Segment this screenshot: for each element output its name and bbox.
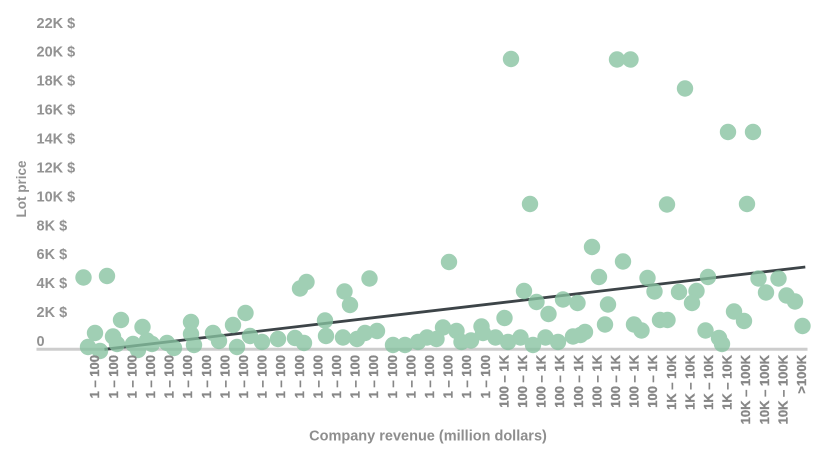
svg-text:1 – 100: 1 – 100 [124, 355, 139, 398]
svg-text:100 – 1K: 100 – 1K [515, 354, 530, 407]
svg-text:1 – 100: 1 – 100 [106, 355, 121, 398]
svg-text:10K $: 10K $ [37, 189, 76, 205]
svg-text:100 – 1K: 100 – 1K [627, 354, 642, 407]
svg-text:20K $: 20K $ [37, 45, 76, 61]
svg-text:100 – 1K: 100 – 1K [496, 354, 511, 407]
svg-text:1 – 100: 1 – 100 [199, 355, 214, 398]
svg-text:10K – 100K: 10K – 100K [775, 354, 790, 424]
svg-text:0: 0 [37, 334, 45, 350]
svg-text:100 – 1K: 100 – 1K [608, 354, 623, 407]
svg-text:8K $: 8K $ [37, 218, 68, 234]
svg-text:1 – 100: 1 – 100 [459, 355, 474, 398]
svg-text:>100K: >100K [794, 354, 809, 393]
svg-text:1 – 100: 1 – 100 [348, 355, 363, 398]
svg-text:6K $: 6K $ [37, 247, 68, 263]
svg-text:1 – 100: 1 – 100 [329, 355, 344, 398]
svg-text:10K – 100K: 10K – 100K [738, 354, 753, 424]
svg-text:1 – 100: 1 – 100 [236, 355, 251, 398]
svg-text:14K $: 14K $ [37, 132, 76, 148]
svg-text:1K – 10K: 1K – 10K [664, 354, 679, 410]
svg-text:100 – 1K: 100 – 1K [571, 354, 586, 407]
svg-text:1 – 100: 1 – 100 [162, 355, 177, 398]
svg-text:1K – 10K: 1K – 10K [682, 354, 697, 410]
svg-text:1 – 100: 1 – 100 [310, 355, 325, 398]
svg-text:1 – 100: 1 – 100 [180, 355, 195, 398]
svg-text:100 – 1K: 100 – 1K [552, 354, 567, 407]
svg-text:1 – 100: 1 – 100 [478, 355, 493, 398]
svg-text:1 – 100: 1 – 100 [422, 355, 437, 398]
svg-text:16K $: 16K $ [37, 103, 76, 119]
svg-text:1 – 100: 1 – 100 [87, 355, 102, 398]
svg-text:100 – 1K: 100 – 1K [534, 354, 549, 407]
svg-text:2K $: 2K $ [37, 305, 68, 321]
svg-text:Lot price: Lot price [14, 160, 29, 217]
svg-text:1 – 100: 1 – 100 [385, 355, 400, 398]
svg-text:18K $: 18K $ [37, 74, 76, 90]
svg-text:1K – 10K: 1K – 10K [720, 354, 735, 410]
svg-text:1 – 100: 1 – 100 [217, 355, 232, 398]
svg-text:1 – 100: 1 – 100 [273, 355, 288, 398]
svg-text:1K – 10K: 1K – 10K [701, 354, 716, 410]
svg-text:22K $: 22K $ [37, 16, 76, 32]
svg-text:Company revenue (million dolla: Company revenue (million dollars) [309, 429, 547, 445]
svg-text:10K – 100K: 10K – 100K [757, 354, 772, 424]
svg-text:1 – 100: 1 – 100 [143, 355, 158, 398]
svg-text:100 – 1K: 100 – 1K [645, 354, 660, 407]
svg-text:1 – 100: 1 – 100 [441, 355, 456, 398]
svg-text:1 – 100: 1 – 100 [366, 355, 381, 398]
svg-text:4K $: 4K $ [37, 276, 68, 292]
svg-text:12K $: 12K $ [37, 160, 76, 176]
svg-text:100 – 1K: 100 – 1K [589, 354, 604, 407]
svg-text:1 – 100: 1 – 100 [403, 355, 418, 398]
svg-text:1 – 100: 1 – 100 [292, 355, 307, 398]
svg-text:1 – 100: 1 – 100 [255, 355, 270, 398]
